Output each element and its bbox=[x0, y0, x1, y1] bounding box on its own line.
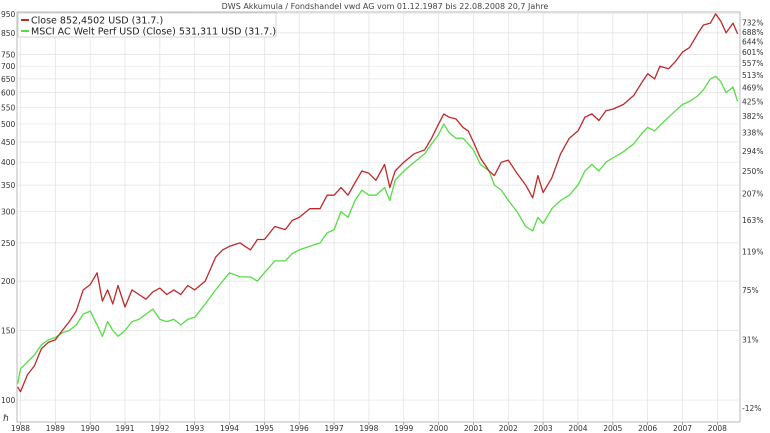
y-tick-label-left: 950 bbox=[1, 10, 16, 19]
y-tick-label-left: 350 bbox=[1, 181, 16, 190]
x-tick-label: 1995 bbox=[255, 424, 274, 433]
plot-area bbox=[16, 11, 741, 423]
legend: Close 852,4502 USD (31.7.) MSCI AC Welt … bbox=[17, 12, 277, 38]
y-tick-label-left: 250 bbox=[1, 239, 16, 248]
y-tick-label-left: 850 bbox=[1, 29, 16, 38]
y-tick-label-right: 644% bbox=[742, 38, 763, 47]
x-tick-label: 1998 bbox=[359, 424, 378, 433]
x-tick-label: 2008 bbox=[708, 424, 727, 433]
axis-labels: 1988 1989 1990 1991 1992 1993 1994 1995 1996 1997… bbox=[1, 10, 763, 433]
legend-label-1: MSCI AC Welt Perf USD (Close) 531,311 US… bbox=[31, 27, 276, 38]
y-tick-label-right: 250% bbox=[742, 167, 763, 176]
x-tick-label: 2002 bbox=[499, 424, 518, 433]
svg-text:ℏ: ℏ bbox=[3, 414, 9, 424]
x-tick-label: 2007 bbox=[673, 424, 692, 433]
y-tick-label-right: 31% bbox=[742, 336, 759, 345]
x-tick-label: 1991 bbox=[115, 424, 134, 433]
x-tick-label: 2004 bbox=[568, 424, 587, 433]
x-tick-label: 2003 bbox=[534, 424, 553, 433]
y-tick-label-left: 400 bbox=[1, 158, 16, 167]
y-tick-label-right: 338% bbox=[742, 129, 763, 138]
x-tick-label: 2006 bbox=[638, 424, 657, 433]
y-tick-label-right: 732% bbox=[742, 19, 763, 28]
x-tick-label: 1993 bbox=[185, 424, 204, 433]
series-line-0 bbox=[17, 13, 739, 393]
y-tick-label-right: 425% bbox=[742, 98, 763, 107]
y-tick-label-right: 207% bbox=[742, 190, 763, 199]
y-tick-label-right: 382% bbox=[742, 112, 763, 121]
y-tick-label-left: 650 bbox=[1, 75, 16, 84]
y-tick-label-right: -12% bbox=[742, 404, 761, 413]
y-tick-label-left: 150 bbox=[1, 326, 16, 335]
y-tick-label-right: 469% bbox=[742, 84, 763, 93]
y-tick-label-right: 688% bbox=[742, 28, 763, 37]
y-tick-label-right: 557% bbox=[742, 59, 763, 68]
y-tick-label-right: 294% bbox=[742, 147, 763, 156]
y-tick-label-left: 450 bbox=[1, 138, 16, 147]
y-tick-label-right: 163% bbox=[742, 216, 763, 225]
legend-box bbox=[17, 12, 277, 38]
series-line-1 bbox=[17, 75, 739, 384]
y-tick-label-right: 513% bbox=[742, 71, 763, 80]
x-tick-label: 2000 bbox=[429, 424, 448, 433]
y-tick-label-left: 100 bbox=[1, 396, 16, 405]
series-layer bbox=[17, 13, 739, 393]
y-tick-label-left: 500 bbox=[1, 120, 16, 129]
legend-label-0: Close 852,4502 USD (31.7.) bbox=[31, 16, 163, 27]
x-tick-label: 2001 bbox=[464, 424, 483, 433]
y-tick-label-right: 601% bbox=[742, 48, 763, 57]
x-tick-label: 1996 bbox=[290, 424, 309, 433]
x-tick-label: 1997 bbox=[325, 424, 344, 433]
y-tick-label-left: 300 bbox=[1, 208, 16, 217]
y-tick-label-left: 550 bbox=[1, 104, 16, 113]
x-tick-label: 1989 bbox=[46, 424, 65, 433]
x-tick-label: 1990 bbox=[81, 424, 100, 433]
x-tick-label: 1988 bbox=[11, 424, 30, 433]
x-tick-label: 1994 bbox=[220, 424, 239, 433]
y-tick-label-right: 75% bbox=[742, 286, 759, 295]
y-tick-label-left: 200 bbox=[1, 277, 16, 286]
chart-title: DWS Akkumula / Fondshandel vwd AG vom 01… bbox=[222, 2, 549, 11]
x-tick-label: 1999 bbox=[394, 424, 413, 433]
y-tick-label-left: 600 bbox=[1, 89, 16, 98]
grid-lines bbox=[17, 12, 740, 425]
x-tick-label: 2005 bbox=[603, 424, 622, 433]
x-tick-label: 1992 bbox=[150, 424, 169, 433]
y-tick-label-right: 119% bbox=[742, 248, 763, 257]
logo-icon: ℏ bbox=[3, 414, 9, 424]
y-tick-label-left: 700 bbox=[1, 62, 16, 71]
y-tick-label-left: 750 bbox=[1, 50, 16, 59]
